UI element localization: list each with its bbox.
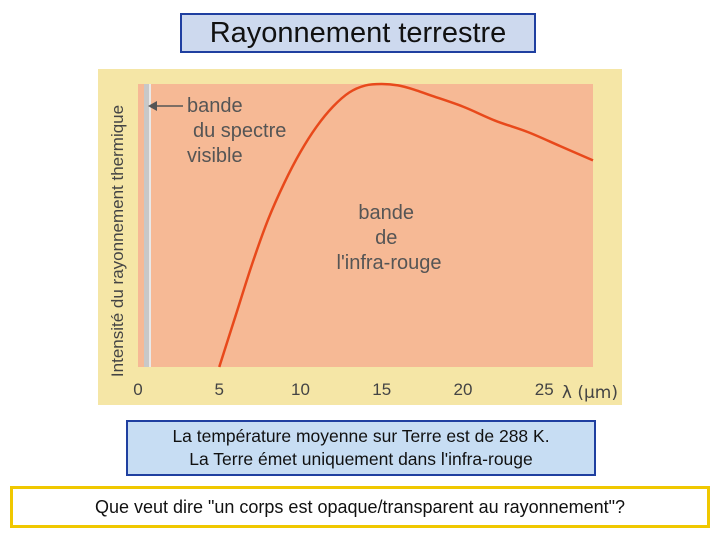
info-line-2: La Terre émet uniquement dans l'infra-ro… <box>189 449 533 469</box>
visible-band-strip <box>144 84 149 367</box>
x-tick-label: 0 <box>133 380 142 399</box>
visible-annotation-line-2: du spectre <box>193 120 286 142</box>
info-line-1: La température moyenne sur Terre est de … <box>172 426 550 446</box>
x-tick-label: 20 <box>454 380 473 399</box>
x-tick-labels: 0 5 10 15 20 25 <box>133 380 553 399</box>
chart-svg: 0 5 10 15 20 25 λ (µm) Intensité du rayonneme… <box>98 69 622 405</box>
visible-band-annotation: bande du spectre visible <box>187 95 292 167</box>
ir-annotation-line-1: bande <box>358 202 414 224</box>
question-text: Que veut dire "un corps est opaque/trans… <box>94 496 626 517</box>
slide-title: Rayonnement terrestre <box>180 13 536 53</box>
x-axis-label: λ (µm) <box>562 383 618 403</box>
x-tick-label: 10 <box>291 380 310 399</box>
question-box: Que veut dire "un corps est opaque/trans… <box>10 486 710 528</box>
spectrum-chart: 0 5 10 15 20 25 λ (µm) Intensité du rayonneme… <box>98 69 622 405</box>
visible-annotation-line-1: bande <box>187 95 243 117</box>
x-tick-label: 25 <box>535 380 554 399</box>
ir-annotation-line-2: de <box>375 227 397 249</box>
x-tick-label: 15 <box>372 380 391 399</box>
emission-curve <box>218 82 594 368</box>
visible-band-arrow <box>148 101 183 111</box>
visible-band-edge <box>149 84 151 367</box>
visible-annotation-line-3: visible <box>187 145 243 167</box>
y-axis-label: Intensité du rayonnement thermique <box>108 105 127 377</box>
infrared-band-area <box>138 84 593 367</box>
x-tick-label: 5 <box>215 380 224 399</box>
info-box: La température moyenne sur Terre est de … <box>126 420 596 476</box>
infrared-band-annotation: bande de l'infra-rouge <box>337 202 442 274</box>
ir-annotation-line-3: l'infra-rouge <box>337 252 442 274</box>
